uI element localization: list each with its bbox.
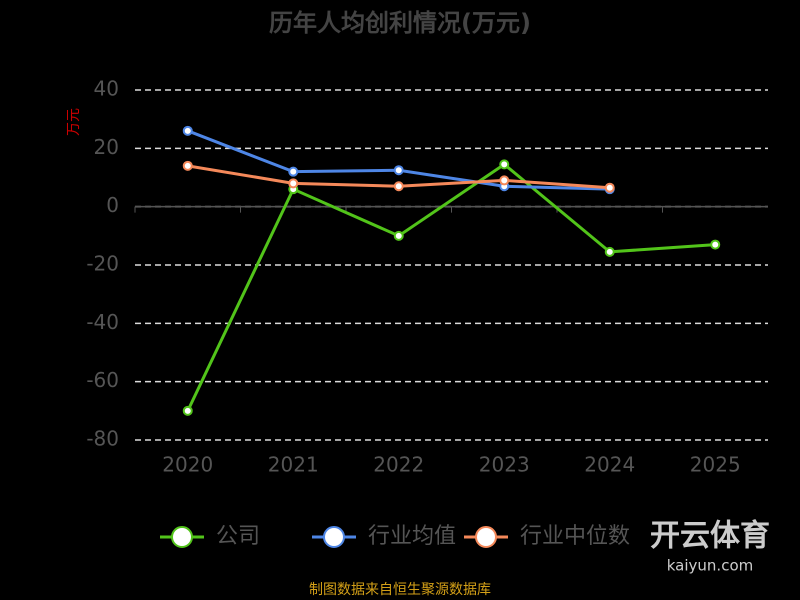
legend-marker (475, 526, 497, 548)
legend-label: 行业均值 (368, 524, 456, 549)
data-point (288, 166, 299, 177)
data-point (499, 175, 510, 186)
y-axis-label: 万元 (66, 108, 82, 136)
x-tick-label: 2022 (373, 453, 424, 477)
data-point (499, 159, 510, 170)
y-tick-label: -20 (86, 252, 119, 276)
y-tick-label: -80 (86, 427, 119, 451)
data-point (182, 405, 193, 416)
x-tick-label: 2021 (268, 453, 319, 477)
data-point (393, 181, 404, 192)
y-tick-label: 0 (106, 193, 119, 217)
watermark-site: kaiyun.com (667, 557, 753, 575)
chart-title: 历年人均创利情况(万元) (269, 9, 531, 37)
data-point (288, 178, 299, 189)
y-tick-label: 20 (94, 135, 119, 159)
x-tick-label: 2024 (584, 453, 635, 477)
data-point (604, 246, 615, 257)
series-line (186, 162, 716, 412)
x-tick-label: 2023 (479, 453, 530, 477)
source-note: 制图数据来自恒生聚源数据库 (309, 582, 491, 598)
legend-label: 行业中位数 (520, 524, 630, 549)
legend-label: 公司 (216, 524, 260, 549)
legend-marker (171, 526, 193, 548)
x-tick-label: 2020 (162, 453, 213, 477)
data-point (393, 165, 404, 176)
data-point (604, 182, 615, 193)
y-tick-label: -60 (86, 368, 119, 392)
data-point (182, 160, 193, 171)
data-point (393, 230, 404, 241)
y-tick-label: -40 (86, 310, 119, 334)
watermark-brand: 开云体育 (650, 519, 770, 554)
data-point (710, 239, 721, 250)
y-tick-label: 40 (94, 77, 119, 101)
legend-marker (323, 526, 345, 548)
data-point (182, 125, 193, 136)
x-tick-label: 2025 (690, 453, 741, 477)
